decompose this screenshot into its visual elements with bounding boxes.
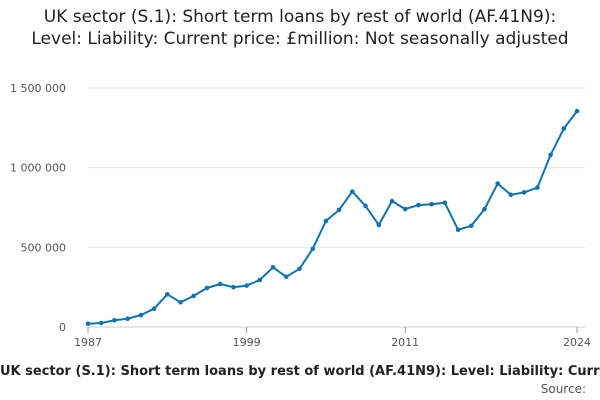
data-point xyxy=(191,293,196,299)
data-point xyxy=(244,283,249,288)
series-points xyxy=(85,108,580,327)
data-point xyxy=(455,227,461,233)
chart-title: UK sector (S.1): Short term loans by res… xyxy=(31,7,569,49)
data-point xyxy=(482,206,487,212)
legend-entry: UK sector (S.1): Short term loans by res… xyxy=(0,364,600,379)
data-point xyxy=(548,152,553,158)
data-point xyxy=(323,218,329,224)
data-point xyxy=(85,321,91,327)
data-point xyxy=(165,292,170,297)
data-point xyxy=(231,284,236,290)
data-point xyxy=(469,223,474,229)
data-point xyxy=(297,266,302,272)
x-axis-ticks: 1987 1999 2011 2024 xyxy=(74,327,591,349)
data-point xyxy=(416,202,421,208)
data-point xyxy=(495,181,501,186)
data-point xyxy=(257,277,263,283)
data-point xyxy=(389,198,395,204)
data-point xyxy=(217,281,223,287)
data-point xyxy=(574,108,580,114)
data-point xyxy=(376,222,382,228)
x-tick-label: 1999 xyxy=(233,336,261,349)
data-point xyxy=(561,126,567,131)
data-point xyxy=(151,306,157,312)
data-point xyxy=(521,190,527,195)
y-tick-label: 500 000 xyxy=(21,241,67,254)
data-point xyxy=(125,316,130,322)
y-axis-ticks: 0 500 000 1 000 000 1 500 000 xyxy=(10,82,66,334)
y-tick-label: 0 xyxy=(59,321,66,334)
x-tick-label: 2024 xyxy=(563,336,591,349)
data-point xyxy=(429,202,434,207)
grid-lines xyxy=(88,87,585,248)
data-point xyxy=(310,246,316,252)
x-tick-label: 1987 xyxy=(74,336,102,349)
data-point xyxy=(336,207,342,213)
data-point xyxy=(204,285,210,291)
data-point xyxy=(283,274,289,280)
source-label: Source: xyxy=(540,382,586,396)
x-tick-label: 2011 xyxy=(391,336,419,349)
y-tick-label: 1 000 000 xyxy=(10,162,66,175)
data-point xyxy=(442,200,448,205)
data-point xyxy=(363,203,368,209)
y-tick-label: 1 500 000 xyxy=(10,82,66,95)
data-point xyxy=(98,320,104,326)
series-line xyxy=(87,110,578,325)
data-point xyxy=(112,318,117,323)
data-point xyxy=(178,300,183,305)
data-point xyxy=(535,185,540,190)
data-point xyxy=(350,189,355,194)
data-point xyxy=(508,192,514,198)
data-point xyxy=(138,312,144,318)
data-point xyxy=(402,206,408,212)
data-point xyxy=(270,265,276,270)
